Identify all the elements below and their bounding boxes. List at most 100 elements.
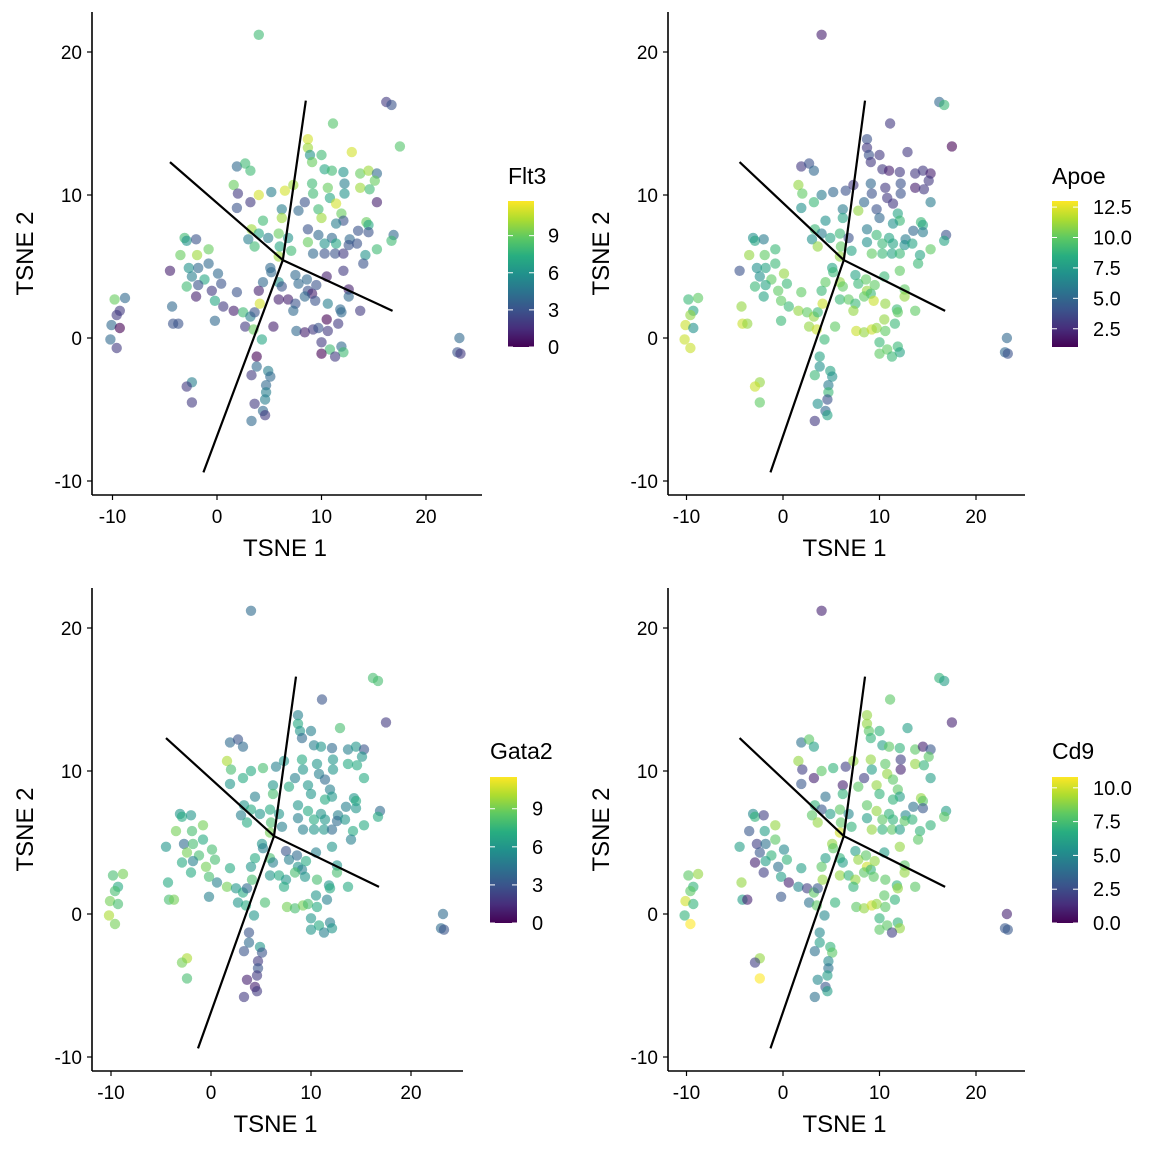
point (329, 248, 341, 259)
point (895, 178, 906, 189)
point (796, 863, 807, 874)
trajectory-branch (282, 259, 394, 312)
point (812, 398, 823, 409)
trajectory-branch (738, 737, 845, 837)
point (334, 722, 346, 734)
point (339, 178, 350, 189)
point (758, 291, 769, 302)
point (775, 315, 787, 326)
colorbar-tick-label: 2.5 (1093, 319, 1121, 341)
point (816, 29, 827, 40)
trajectory-branch (769, 835, 845, 1049)
point (305, 913, 317, 924)
point (837, 780, 848, 791)
point (181, 281, 192, 292)
point (879, 890, 890, 901)
point (843, 808, 854, 820)
point (892, 883, 903, 894)
point (894, 248, 905, 259)
x-axis-title: TSNE 1 (802, 1111, 886, 1138)
point (692, 868, 704, 880)
point (280, 845, 292, 857)
point (828, 843, 839, 854)
point (812, 307, 823, 318)
point (203, 871, 215, 882)
point (834, 294, 846, 305)
point (853, 205, 864, 216)
point (796, 161, 807, 172)
point (249, 307, 260, 318)
point (322, 182, 333, 193)
point (209, 315, 221, 326)
point (266, 267, 277, 278)
point (228, 179, 239, 191)
point (237, 772, 249, 784)
point (918, 184, 930, 195)
point (343, 239, 354, 251)
colorbar-tick-label: 12.5 (1093, 197, 1132, 219)
point (912, 834, 924, 845)
point (178, 838, 190, 850)
point (224, 778, 236, 790)
point (874, 725, 885, 737)
point (812, 974, 823, 985)
point (820, 215, 831, 226)
point (796, 287, 807, 298)
point (874, 212, 885, 224)
point (770, 258, 781, 269)
point (273, 228, 284, 239)
point (758, 234, 769, 245)
point (264, 870, 276, 881)
y-tick-label: 10 (637, 186, 658, 207)
point (899, 867, 910, 878)
point (834, 870, 846, 881)
point (212, 268, 224, 279)
point (321, 894, 333, 905)
point (884, 694, 896, 705)
colorbar (1052, 777, 1078, 923)
x-tick-label: -10 (97, 1083, 124, 1104)
point (829, 897, 841, 908)
colorbar-tick-label: 9 (548, 226, 559, 248)
point (812, 817, 823, 828)
point (865, 732, 876, 744)
point (858, 772, 870, 784)
point (290, 269, 301, 281)
point (305, 788, 317, 800)
point (327, 764, 339, 775)
point (685, 342, 696, 354)
point (877, 824, 888, 835)
point (253, 29, 264, 40)
point (330, 238, 342, 249)
point (744, 825, 755, 837)
x-tick-label: 0 (778, 1083, 789, 1104)
point (680, 319, 691, 331)
x-tick-label: -10 (673, 1083, 700, 1104)
point (273, 808, 285, 820)
point (688, 322, 699, 334)
point (865, 178, 876, 189)
point (887, 774, 899, 785)
point (257, 277, 269, 288)
point (814, 927, 825, 938)
point (812, 241, 823, 252)
point (837, 281, 848, 292)
point (917, 227, 929, 238)
x-tick-label: 10 (869, 1083, 890, 1104)
point (109, 885, 121, 897)
point (827, 371, 838, 382)
point (386, 99, 397, 111)
point (902, 722, 913, 734)
point (908, 225, 919, 236)
trajectory-branch (842, 676, 867, 837)
point (326, 841, 338, 852)
point (254, 808, 266, 820)
point (286, 245, 297, 256)
point (305, 924, 317, 935)
point (902, 146, 913, 158)
point (683, 870, 694, 881)
point (363, 219, 374, 231)
point (319, 238, 330, 249)
point (858, 291, 870, 302)
point (181, 235, 192, 246)
